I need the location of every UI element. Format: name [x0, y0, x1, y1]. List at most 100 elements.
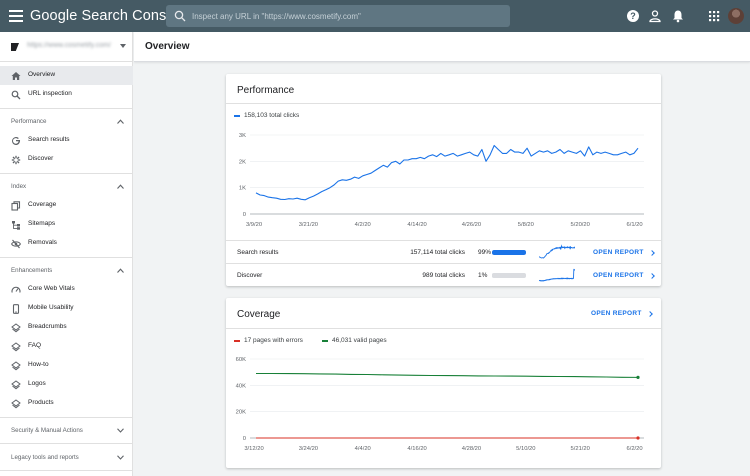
- notifications-icon[interactable]: [671, 9, 685, 23]
- google-g-icon: [12, 137, 21, 145]
- url-inspect-search[interactable]: [166, 5, 510, 27]
- search-icon: [11, 90, 21, 100]
- hamburger-menu-icon[interactable]: [8, 8, 24, 24]
- sidebar-item-label: Sitemaps: [28, 220, 56, 227]
- legend-label: 158,103 total clicks: [244, 112, 300, 119]
- open-report-label: OPEN REPORT: [593, 249, 644, 256]
- x-tick-label: 5/10/20: [516, 446, 535, 452]
- sidebar-item-label: Coverage: [28, 201, 57, 208]
- open-report-label: OPEN REPORT: [593, 272, 644, 279]
- x-tick-label: 4/28/20: [462, 446, 481, 452]
- card-divider: [226, 328, 661, 329]
- apps-grid-icon[interactable]: [707, 9, 721, 23]
- chevron-right-icon: [648, 272, 655, 279]
- sparkline: [539, 244, 575, 259]
- layers-icon: [11, 342, 21, 352]
- x-tick-label: 4/4/20: [355, 446, 371, 452]
- sidebar-item-core-web-vitals[interactable]: Core Web Vitals: [0, 280, 133, 299]
- section-label: Legacy tools and reports: [11, 454, 79, 461]
- sidebar-item-label: Logos: [28, 380, 46, 387]
- svg-text:?: ?: [630, 11, 636, 21]
- property-favicon-icon: [11, 43, 19, 51]
- sidebar-divider: [0, 470, 133, 471]
- performance-chart: 0 1K 2K 3K 3/9/20 3/21/20 4/2/20 4/14/20 4/26/20…: [239, 133, 644, 228]
- section-label: Index: [11, 183, 27, 190]
- help-icon[interactable]: ?: [626, 9, 640, 23]
- legend-swatch: [234, 339, 240, 342]
- search-input[interactable]: [192, 8, 502, 24]
- sidebar-item-coverage[interactable]: Coverage: [0, 196, 133, 215]
- y-tick-label: 1K: [239, 186, 246, 192]
- section-index[interactable]: Index: [0, 179, 133, 195]
- sidebar-item-label: Mobile Usability: [28, 304, 74, 311]
- y-tick-label: 3K: [239, 133, 246, 139]
- chevron-up-icon: [117, 119, 124, 124]
- smartphone-icon: [12, 304, 20, 314]
- property-url: https://www.cosmetify.com/: [27, 42, 111, 49]
- manage-accounts-icon[interactable]: [648, 9, 662, 23]
- x-tick-label: 4/26/20: [462, 222, 481, 228]
- sidebar-divider: [0, 417, 133, 418]
- row-clicks: 989 total clicks: [422, 272, 465, 279]
- row-percent: 1%: [478, 272, 488, 279]
- open-report-search-results-button[interactable]: OPEN REPORT: [593, 249, 655, 256]
- series-end-point: [636, 436, 640, 440]
- sidebar-divider: [0, 173, 133, 174]
- coverage-legend-valid[interactable]: 46,031 valid pages: [322, 337, 387, 344]
- y-tick-label: 60K: [236, 357, 246, 363]
- sidebar-item-label: Discover: [28, 155, 54, 162]
- section-enhancements[interactable]: Enhancements: [0, 263, 133, 279]
- x-tick-label: 5/21/20: [571, 446, 590, 452]
- section-performance[interactable]: Performance: [0, 114, 133, 130]
- open-report-discover-button[interactable]: OPEN REPORT: [593, 272, 655, 279]
- search-icon: [174, 10, 186, 22]
- sidebar-item-logos[interactable]: Logos: [0, 375, 133, 394]
- x-tick-label: 5/8/20: [518, 222, 534, 228]
- series-end-point: [636, 375, 640, 379]
- sidebar-item-breadcrumbs[interactable]: Breadcrumbs: [0, 318, 133, 337]
- legend-swatch: [322, 339, 328, 342]
- account-avatar[interactable]: [728, 8, 744, 24]
- section-legacy-tools[interactable]: Legacy tools and reports: [0, 450, 133, 466]
- sidebar-item-label: Overview: [28, 71, 56, 78]
- open-report-coverage-button[interactable]: OPEN REPORT: [591, 310, 653, 317]
- sparkline-path: [539, 244, 575, 259]
- sidebar-item-faq[interactable]: FAQ: [0, 337, 133, 356]
- sparkline: [539, 268, 575, 282]
- sidebar-item-search-results[interactable]: Search results: [0, 131, 133, 150]
- sidebar-item-removals[interactable]: Removals: [0, 234, 133, 253]
- chevron-right-icon: [648, 249, 655, 256]
- sidebar-item-products[interactable]: Products: [0, 394, 133, 413]
- x-tick-label: 4/16/20: [407, 446, 426, 452]
- sidebar-item-label: Search results: [28, 136, 70, 143]
- performance-card-title: Performance: [237, 85, 295, 96]
- home-icon: [11, 72, 21, 80]
- sidebar-item-how-to[interactable]: How-to: [0, 356, 133, 375]
- property-selector[interactable]: https://www.cosmetify.com/: [0, 32, 133, 62]
- section-security-manual-actions[interactable]: Security & Manual Actions: [0, 423, 133, 439]
- share-bar-fill: [492, 250, 526, 255]
- x-tick-label: 3/24/20: [299, 446, 318, 452]
- y-tick-label: 0: [243, 212, 246, 218]
- section-label: Security & Manual Actions: [11, 427, 83, 434]
- performance-legend[interactable]: 158,103 total clicks: [234, 112, 299, 119]
- coverage-legend-errors[interactable]: 17 pages with errors: [234, 337, 303, 344]
- performance-row-discover[interactable]: Discover 989 total clicks 1% OPEN REPORT: [226, 263, 661, 286]
- sidebar-item-label: FAQ: [28, 342, 42, 349]
- y-tick-label: 2K: [239, 159, 246, 165]
- sidebar-item-label: URL inspection: [28, 90, 72, 97]
- sidebar-item-label: Breadcrumbs: [28, 323, 67, 330]
- sidebar-item-sitemaps[interactable]: Sitemaps: [0, 215, 133, 234]
- sidebar-item-discover[interactable]: Discover: [0, 150, 133, 169]
- layers-icon: [11, 323, 21, 333]
- x-tick-label: 3/9/20: [246, 222, 262, 228]
- x-tick-label: 4/2/20: [355, 222, 371, 228]
- chevron-up-icon: [117, 184, 124, 189]
- sidebar-item-overview[interactable]: Overview: [0, 66, 133, 85]
- performance-row-search-results[interactable]: Search results 157,114 total clicks 99% …: [226, 240, 661, 263]
- sidebar-item-url-inspection[interactable]: URL inspection: [0, 85, 133, 104]
- x-tick-label: 4/14/20: [407, 222, 426, 228]
- app-logo[interactable]: Google Search Console: [30, 8, 187, 24]
- sidebar-item-mobile-usability[interactable]: Mobile Usability: [0, 299, 133, 318]
- series-line: [255, 144, 639, 201]
